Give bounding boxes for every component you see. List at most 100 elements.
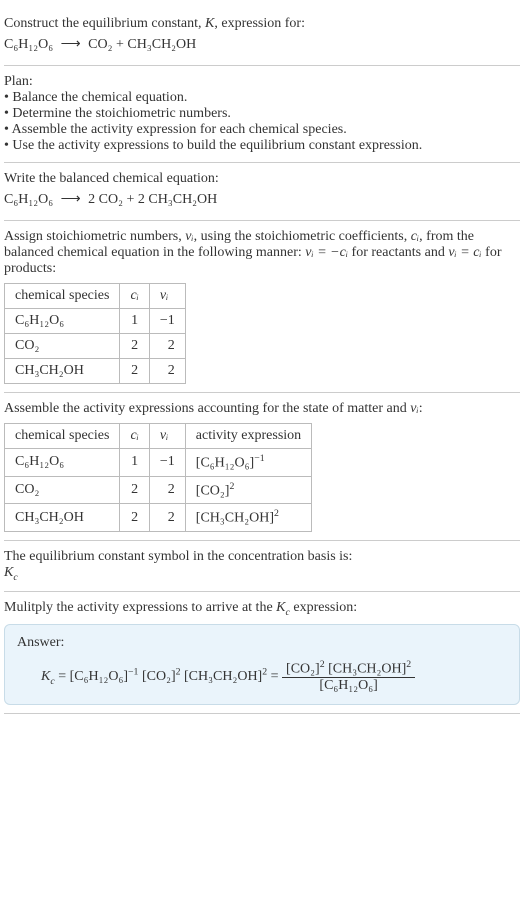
cell-nu: 2 (149, 334, 185, 359)
base: [CH₃CH₂OH] (184, 669, 262, 684)
plan-item: Determine the stoichiometric numbers. (4, 106, 520, 122)
kc-heading: The equilibrium constant symbol in the c… (4, 549, 520, 565)
num1-sup: 2 (320, 659, 325, 670)
heading-nu: νᵢ (410, 401, 418, 416)
base: [CO₂] (142, 669, 176, 684)
equation-balanced: C₆H₁₂O₆ ⟶ 2 CO₂ + 2 CH₃CH₂OH (4, 191, 520, 208)
answer-box: Answer: Kc = [C₆H₁₂O₆]−1 [CO₂]2 [CH₃CH₂O… (4, 624, 520, 706)
activity-table: chemical species cᵢ νᵢ activity expressi… (4, 423, 312, 532)
eq-rhs: 2 CO₂ + 2 CH₃CH₂OH (88, 192, 217, 207)
cell-nu: 2 (149, 359, 185, 384)
table-header-row: chemical species cᵢ νᵢ (5, 284, 186, 309)
cell-nu: −1 (149, 309, 185, 334)
num2-sup: 2 (406, 659, 411, 670)
cell-nu: −1 (149, 449, 185, 477)
final-heading: Mulitply the activity expressions to arr… (4, 600, 520, 618)
table-row: CH₃CH₂OH 2 2 [CH₃CH₂OH]2 (5, 504, 312, 532)
th-expr: activity expression (185, 424, 311, 449)
cell-c: 2 (120, 504, 149, 532)
table-row: CH₃CH₂OH 2 2 (5, 359, 186, 384)
table-header-row: chemical species cᵢ νᵢ activity expressi… (5, 424, 312, 449)
plan-item: Assemble the activity expression for eac… (4, 122, 520, 138)
th-c: cᵢ (120, 424, 149, 449)
cell-species: CH₃CH₂OH (5, 504, 120, 532)
k: K (276, 600, 285, 615)
section-prompt: Construct the equilibrium constant, K, e… (4, 8, 520, 66)
kc-symbol: Kc (4, 565, 520, 583)
sup: −1 (128, 666, 138, 677)
k: K (41, 669, 50, 684)
balanced-heading: Write the balanced chemical equation: (4, 171, 520, 187)
eq-lhs: C₆H₁₂O₆ (4, 192, 53, 207)
plan-item: Use the activity expressions to build th… (4, 138, 520, 154)
heading-kc: Kc (276, 600, 290, 615)
table-row: C₆H₁₂O₆ 1 −1 (5, 309, 186, 334)
text-nu: νᵢ (185, 229, 193, 244)
cell-species: C₆H₁₂O₆ (5, 309, 120, 334)
prompt-k: K (205, 16, 214, 31)
heading-a: Assemble the activity expressions accoun… (4, 401, 410, 416)
sup: 2 (176, 666, 181, 677)
prompt-text: Construct the equilibrium constant, K, e… (4, 16, 520, 32)
eq-arrow: ⟶ (61, 191, 81, 208)
cell-c: 2 (120, 476, 149, 504)
section-balanced: Write the balanced chemical equation: C₆… (4, 163, 520, 221)
expr-sup: −1 (254, 453, 264, 464)
cell-nu: 2 (149, 504, 185, 532)
heading-a: Mulitply the activity expressions to arr… (4, 600, 276, 615)
eq-arrow: ⟶ (61, 36, 81, 53)
text-part: , using the stoichiometric coefficients, (194, 229, 411, 244)
section-stoich: Assign stoichiometric numbers, νᵢ, using… (4, 221, 520, 393)
stoich-table: chemical species cᵢ νᵢ C₆H₁₂O₆ 1 −1 CO₂ … (4, 283, 186, 384)
equation-unbalanced: C₆H₁₂O₆ ⟶ CO₂ + CH₃CH₂OH (4, 36, 520, 53)
expr-sup: 2 (229, 481, 234, 492)
plan-heading: Plan: (4, 74, 520, 90)
term3: [CH₃CH₂OH]2 (184, 669, 267, 684)
plan-list: Balance the chemical equation. Determine… (4, 90, 520, 154)
cell-c: 1 (120, 309, 149, 334)
table-row: CO₂ 2 2 [CO₂]2 (5, 476, 312, 504)
cell-species: CO₂ (5, 334, 120, 359)
th-species: chemical species (5, 424, 120, 449)
section-activity: Assemble the activity expressions accoun… (4, 393, 520, 541)
expr-base: [CH₃CH₂OH] (196, 511, 274, 526)
denominator: [C₆H₁₂O₆] (282, 678, 415, 694)
section-plan: Plan: Balance the chemical equation. Det… (4, 66, 520, 163)
activity-heading: Assemble the activity expressions accoun… (4, 401, 520, 417)
section-kc-symbol: The equilibrium constant symbol in the c… (4, 541, 520, 592)
cell-nu: 2 (149, 476, 185, 504)
term1: [C₆H₁₂O₆]−1 (70, 669, 139, 684)
th-c: cᵢ (120, 284, 149, 309)
cell-species: CO₂ (5, 476, 120, 504)
fraction: [CO₂]2 [CH₃CH₂OH]2[C₆H₁₂O₆] (282, 659, 415, 695)
cell-expr: [CH₃CH₂OH]2 (185, 504, 311, 532)
text-eq2: νᵢ = cᵢ (448, 245, 481, 260)
stoich-text: Assign stoichiometric numbers, νᵢ, using… (4, 229, 520, 277)
expr-base: [C₆H₁₂O₆] (196, 456, 254, 471)
kc: Kc (41, 669, 55, 684)
kc-sub: c (13, 572, 17, 583)
prompt-text-b: , expression for: (214, 16, 305, 31)
table-row: CO₂ 2 2 (5, 334, 186, 359)
cell-c: 1 (120, 449, 149, 477)
text-eq1: νᵢ = −cᵢ (305, 245, 348, 260)
term2: [CO₂]2 (142, 669, 181, 684)
kc-k: K (4, 565, 13, 580)
base: [C₆H₁₂O₆] (70, 669, 128, 684)
heading-b: expression: (290, 600, 357, 615)
plan-item: Balance the chemical equation. (4, 90, 520, 106)
heading-c: : (419, 401, 423, 416)
equals2: = (267, 669, 282, 684)
th-nu: νᵢ (149, 424, 185, 449)
kc-expression: Kc = [C₆H₁₂O₆]−1 [CO₂]2 [CH₃CH₂OH]2 = [C… (17, 659, 507, 695)
table-row: C₆H₁₂O₆ 1 −1 [C₆H₁₂O₆]−1 (5, 449, 312, 477)
expr-base: [CO₂] (196, 483, 230, 498)
equals: = (55, 669, 70, 684)
th-species: chemical species (5, 284, 120, 309)
text-c: cᵢ (411, 229, 419, 244)
num2-base: [CH₃CH₂OH] (328, 661, 406, 676)
numerator: [CO₂]2 [CH₃CH₂OH]2 (282, 659, 415, 679)
num1-base: [CO₂] (286, 661, 320, 676)
cell-expr: [C₆H₁₂O₆]−1 (185, 449, 311, 477)
text-part: Assign stoichiometric numbers, (4, 229, 185, 244)
